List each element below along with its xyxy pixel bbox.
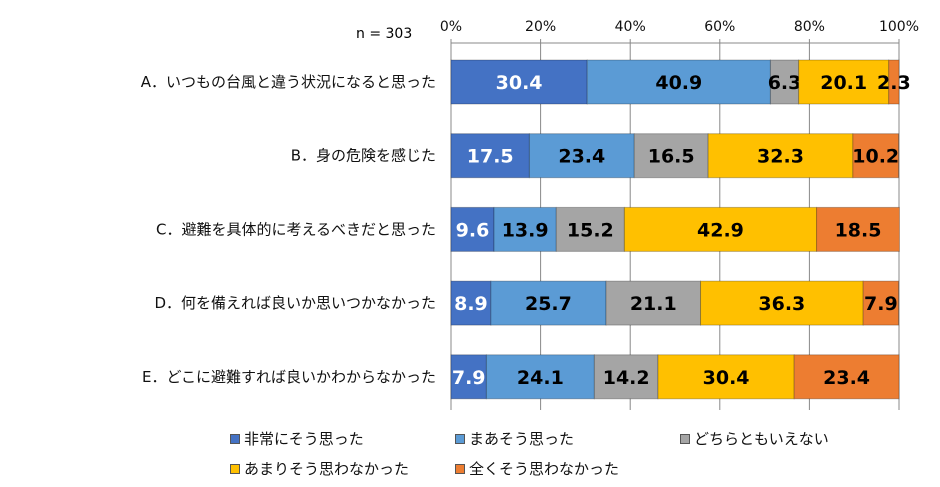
category-label: A．いつもの台風と違う状況になると思った [141,73,436,91]
legend-swatch [230,433,240,444]
x-tick-label: 20% [525,19,556,35]
data-label: 40.9 [655,72,702,94]
bar-segment [816,206,900,252]
category-label: D．何を備えれば良いか思いつかなかった [154,294,436,312]
legend-swatch [680,433,690,444]
data-label: 42.9 [697,219,744,241]
bar-segment [528,133,635,179]
bar-segment [862,280,900,326]
sample-size-note: n = 303 [356,26,413,42]
bar-segment [852,133,900,179]
bar-segment [450,59,588,105]
legend-label: 全くそう思わなかった [469,460,620,478]
category-label: E．どこに避難すれば良いかわからなかった [142,368,436,386]
x-tick-label: 40% [615,19,646,35]
bar-segment [633,133,709,179]
legend-item-3: あまりそう思わなかった [230,458,409,479]
data-label: 30.4 [703,367,750,389]
data-label: 21.1 [630,293,677,315]
bar-segment [793,354,900,400]
data-label: 24.1 [517,367,564,389]
data-label: 10.2 [852,146,899,168]
data-label: 18.5 [835,219,882,241]
bar-segment [707,133,854,179]
data-label: 15.2 [567,219,614,241]
bar-segment [490,280,607,326]
bar-segment [623,206,818,252]
bar-segment [555,206,625,252]
legend-swatch [455,463,465,474]
data-label: 20.1 [820,72,867,94]
legend-label: あまりそう思わなかった [244,460,410,478]
data-label: 36.3 [758,293,805,315]
bar-segment [657,354,795,400]
data-label: 25.7 [525,293,572,315]
legend-item-2: どちらともいえない [680,428,829,449]
data-label: 9.6 [456,219,490,241]
data-label: 14.2 [603,367,650,389]
bar-segment [605,280,702,326]
legend-label: どちらともいえない [694,430,829,448]
bar-segment [769,59,800,105]
data-label: 23.4 [558,146,605,168]
data-label: 7.9 [452,367,486,389]
data-label: 32.3 [757,146,804,168]
data-label: 16.5 [648,146,695,168]
data-label: 13.9 [502,219,549,241]
bar-segment [450,206,495,252]
bar-segment [586,59,771,105]
x-tick-label: 80% [794,19,825,35]
legend-swatch [230,463,240,474]
legend-label: まあそう思った [469,430,575,448]
bar-segment [888,59,900,105]
legend-item-4: 全くそう思わなかった [455,458,619,479]
data-label: 6.3 [768,72,802,94]
legend-item-0: 非常にそう思った [230,428,364,449]
category-label: C．避難を具体的に考えるべきだと思った [156,220,436,238]
data-label: 30.4 [496,72,543,94]
legend-item-1: まあそう思った [455,428,574,449]
data-label: 2.3 [877,72,911,94]
legend-swatch [455,433,465,444]
bar-segment [593,354,659,400]
data-label: 23.4 [823,367,870,389]
x-tick-label: 100% [879,19,919,35]
data-label: 17.5 [467,146,514,168]
bar-segment [798,59,890,105]
x-tick-label: 60% [704,19,735,35]
x-tick-label: 0% [440,19,462,35]
data-label: 8.9 [454,293,488,315]
data-label: 7.9 [864,293,898,315]
bar-segment [450,133,530,179]
category-label: B．身の危険を感じた [291,147,436,165]
bar-segment [493,206,557,252]
legend-label: 非常にそう思った [244,430,364,448]
